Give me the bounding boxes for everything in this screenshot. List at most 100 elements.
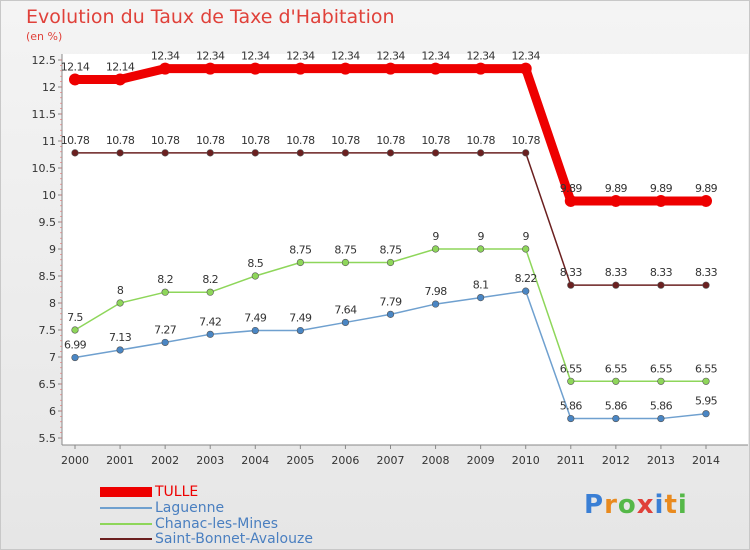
- y-tick-label: 12.5: [32, 54, 57, 67]
- data-label: 7.5: [67, 311, 83, 324]
- data-label: 5.86: [650, 400, 673, 413]
- logo-letter: x: [636, 490, 655, 520]
- y-tick-label: 7.5: [39, 324, 57, 337]
- data-point: [564, 194, 577, 207]
- data-point: [251, 149, 259, 157]
- x-tick-label: 2003: [196, 454, 224, 467]
- data-label: 12.34: [466, 50, 495, 63]
- data-label: 8.22: [515, 272, 537, 285]
- data-point: [161, 288, 169, 296]
- y-tick-label: 8.5: [39, 270, 57, 283]
- data-point: [386, 310, 395, 318]
- data-label: 9.89: [560, 182, 583, 195]
- data-point: [116, 299, 124, 307]
- y-tick-label: 10.5: [32, 162, 57, 175]
- data-label: 10.78: [376, 134, 405, 147]
- data-label: 10.78: [241, 134, 270, 147]
- data-point: [386, 258, 395, 267]
- x-tick-label: 2002: [151, 454, 179, 467]
- data-label: 7.49: [244, 312, 267, 325]
- data-point: [206, 149, 214, 157]
- data-label: 8.75: [379, 244, 402, 257]
- data-point: [161, 149, 169, 157]
- logo-letter: t: [664, 490, 678, 520]
- data-label: 8.33: [560, 266, 583, 279]
- data-label: 8.33: [605, 266, 628, 279]
- logo-letter: i: [654, 490, 665, 520]
- data-point: [71, 149, 79, 157]
- data-point: [386, 149, 395, 157]
- logo-letter: P: [584, 490, 605, 520]
- data-point: [116, 346, 124, 354]
- data-label: 10.78: [331, 134, 360, 147]
- data-label: 6.99: [64, 339, 87, 352]
- data-label: 7.49: [289, 312, 312, 325]
- data-point: [654, 194, 667, 207]
- data-point: [657, 377, 665, 385]
- data-point: [251, 272, 259, 280]
- data-point: [341, 149, 350, 157]
- data-point: [431, 300, 440, 308]
- data-label: 12.34: [511, 50, 540, 63]
- data-label: 6.55: [605, 362, 628, 375]
- data-point: [567, 414, 575, 423]
- logo-letter: i: [677, 490, 688, 520]
- data-label: 12.14: [106, 60, 135, 73]
- legend-label-tulle: TULLE: [155, 484, 199, 500]
- data-point: [477, 149, 485, 157]
- data-point: [71, 326, 79, 334]
- data-point: [522, 287, 530, 295]
- data-label: 10.78: [106, 134, 135, 147]
- data-label: 8: [117, 284, 124, 297]
- legend-label-chanac: Chanac-les-Mines: [155, 516, 279, 532]
- x-tick-label: 2014: [692, 454, 720, 467]
- data-point: [294, 62, 307, 75]
- legend-swatch-laguenne: [100, 507, 152, 509]
- data-label: 10.78: [151, 134, 180, 147]
- data-label: 8.2: [157, 273, 173, 286]
- data-point: [339, 62, 352, 75]
- data-point: [657, 414, 665, 423]
- x-tick-label: 2009: [467, 454, 495, 467]
- data-label: 5.86: [605, 400, 628, 413]
- legend-swatch-tulle: [100, 487, 152, 497]
- data-label: 7.42: [199, 315, 221, 328]
- data-point: [206, 288, 214, 296]
- x-tick-label: 2012: [602, 454, 630, 467]
- data-point: [700, 194, 712, 207]
- data-label: 12.34: [286, 50, 315, 63]
- data-label: 8.2: [202, 273, 218, 286]
- x-tick-label: 2007: [377, 454, 405, 467]
- data-label: 7.27: [154, 323, 177, 336]
- x-tick-label: 2008: [422, 454, 450, 467]
- logo-letter: r: [604, 490, 618, 520]
- data-point: [159, 62, 172, 75]
- data-point: [612, 281, 620, 289]
- data-point: [477, 294, 485, 302]
- data-point: [384, 62, 397, 75]
- logo-letter: o: [617, 490, 637, 520]
- data-point: [206, 330, 214, 338]
- y-tick-label: 6: [49, 405, 56, 418]
- data-label: 9.89: [605, 182, 628, 195]
- y-tick-label: 12: [42, 81, 56, 94]
- data-point: [296, 258, 304, 267]
- data-label: 6.55: [560, 362, 583, 375]
- data-point: [702, 410, 710, 418]
- data-label: 7.13: [109, 331, 132, 344]
- x-tick-label: 2011: [557, 454, 585, 467]
- legend-label-laguenne: Laguenne: [155, 500, 225, 516]
- data-point: [296, 149, 304, 157]
- data-point: [204, 62, 217, 75]
- y-tick-label: 9: [49, 243, 56, 256]
- data-label: 7.98: [425, 285, 448, 298]
- data-label: 10.78: [511, 134, 540, 147]
- data-point: [341, 258, 350, 267]
- x-tick-label: 2013: [647, 454, 675, 467]
- data-point: [71, 353, 79, 362]
- data-label: 9: [432, 230, 439, 243]
- y-tick-label: 8: [49, 297, 56, 310]
- data-label: 12.34: [196, 50, 225, 63]
- legend-swatch-saint-bonnet: [100, 538, 152, 540]
- data-label: 10.78: [61, 134, 90, 147]
